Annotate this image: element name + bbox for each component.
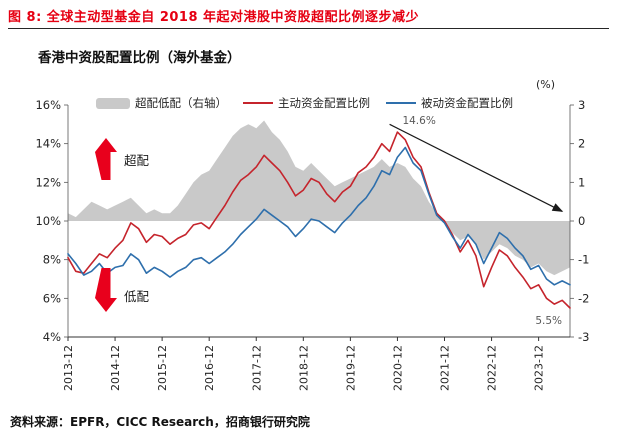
left-axis-tick-label: 12% [35, 175, 61, 189]
peak-value-label: 14.6% [402, 115, 435, 127]
right-axis-tick-label: 0 [578, 214, 585, 228]
right-axis-tick-label: 3 [578, 98, 585, 112]
right-axis-unit-label: (%) [536, 78, 556, 91]
x-axis-tick-label: 2018-12 [297, 345, 310, 391]
x-axis-tick-label: 2013-12 [62, 345, 75, 391]
x-axis-tick-label: 2015-12 [156, 345, 169, 391]
x-axis-tick-label: 2020-12 [391, 345, 404, 391]
x-axis-tick-label: 2014-12 [109, 345, 122, 391]
right-axis-tick-label: -1 [578, 253, 589, 267]
right-axis-tick-label: 1 [578, 175, 585, 189]
left-axis-tick-label: 10% [35, 214, 61, 228]
area-series-swatch-icon [96, 97, 130, 109]
figure-title: 图 8: 全球主动型基金自 2018 年起对港股中资股超配比例逐步减少 [8, 10, 420, 25]
left-axis-tick-label: 6% [43, 291, 61, 305]
x-axis-tick-label: 2022-12 [486, 345, 499, 391]
legend-item-area: 超配低配（右轴） [96, 95, 227, 111]
active-fund-line [67, 131, 571, 309]
x-axis-tick-label: 2017-12 [250, 345, 263, 391]
passive-fund-line [67, 146, 571, 286]
overweight-up-arrow-icon [95, 138, 117, 180]
right-axis-tick-label: -3 [578, 330, 589, 344]
right-axis-tick-label: 2 [578, 137, 585, 151]
legend-item-passive: 被动资金配置比例 [386, 95, 513, 111]
underweight-label: 低配 [124, 289, 150, 304]
x-axis-tick-label: 2023-12 [533, 345, 546, 391]
passive-line-swatch-icon [386, 102, 416, 104]
title-divider [8, 28, 609, 29]
trend-arrow [389, 123, 564, 212]
right-axis-tick-label: -2 [578, 291, 589, 305]
source-note: 资料来源：EPFR，CICC Research，招商银行研究院 [10, 415, 310, 429]
left-axis-tick-label: 16% [35, 98, 61, 112]
active-line-swatch-icon [243, 102, 273, 104]
left-axis-tick-label: 8% [43, 253, 61, 267]
chart-subtitle: 香港中资股配置比例（海外基金） [38, 50, 241, 66]
underweight-down-arrow-icon [95, 268, 117, 312]
x-axis-tick-label: 2019-12 [344, 345, 357, 391]
x-axis-tick-label: 2021-12 [439, 345, 452, 391]
legend-label-area: 超配低配（右轴） [135, 96, 227, 110]
end-value-label: 5.5% [535, 315, 562, 327]
area-series-overweight [68, 120, 570, 276]
legend-item-active: 主动资金配置比例 [243, 95, 370, 111]
left-axis-tick-label: 14% [35, 137, 61, 151]
overweight-label: 超配 [124, 153, 150, 168]
x-axis-tick-label: 2016-12 [203, 345, 216, 391]
legend: 超配低配（右轴） 主动资金配置比例 被动资金配置比例 [96, 95, 513, 111]
left-axis-tick-label: 4% [43, 330, 61, 344]
legend-label-active: 主动资金配置比例 [278, 96, 370, 110]
legend-label-passive: 被动资金配置比例 [421, 96, 513, 110]
chart-plot: 16% 14% 12% 10% 8% 6% 4% 3 2 1 0 -1 -2 -3 2013-12 2014-… [35, 98, 589, 391]
